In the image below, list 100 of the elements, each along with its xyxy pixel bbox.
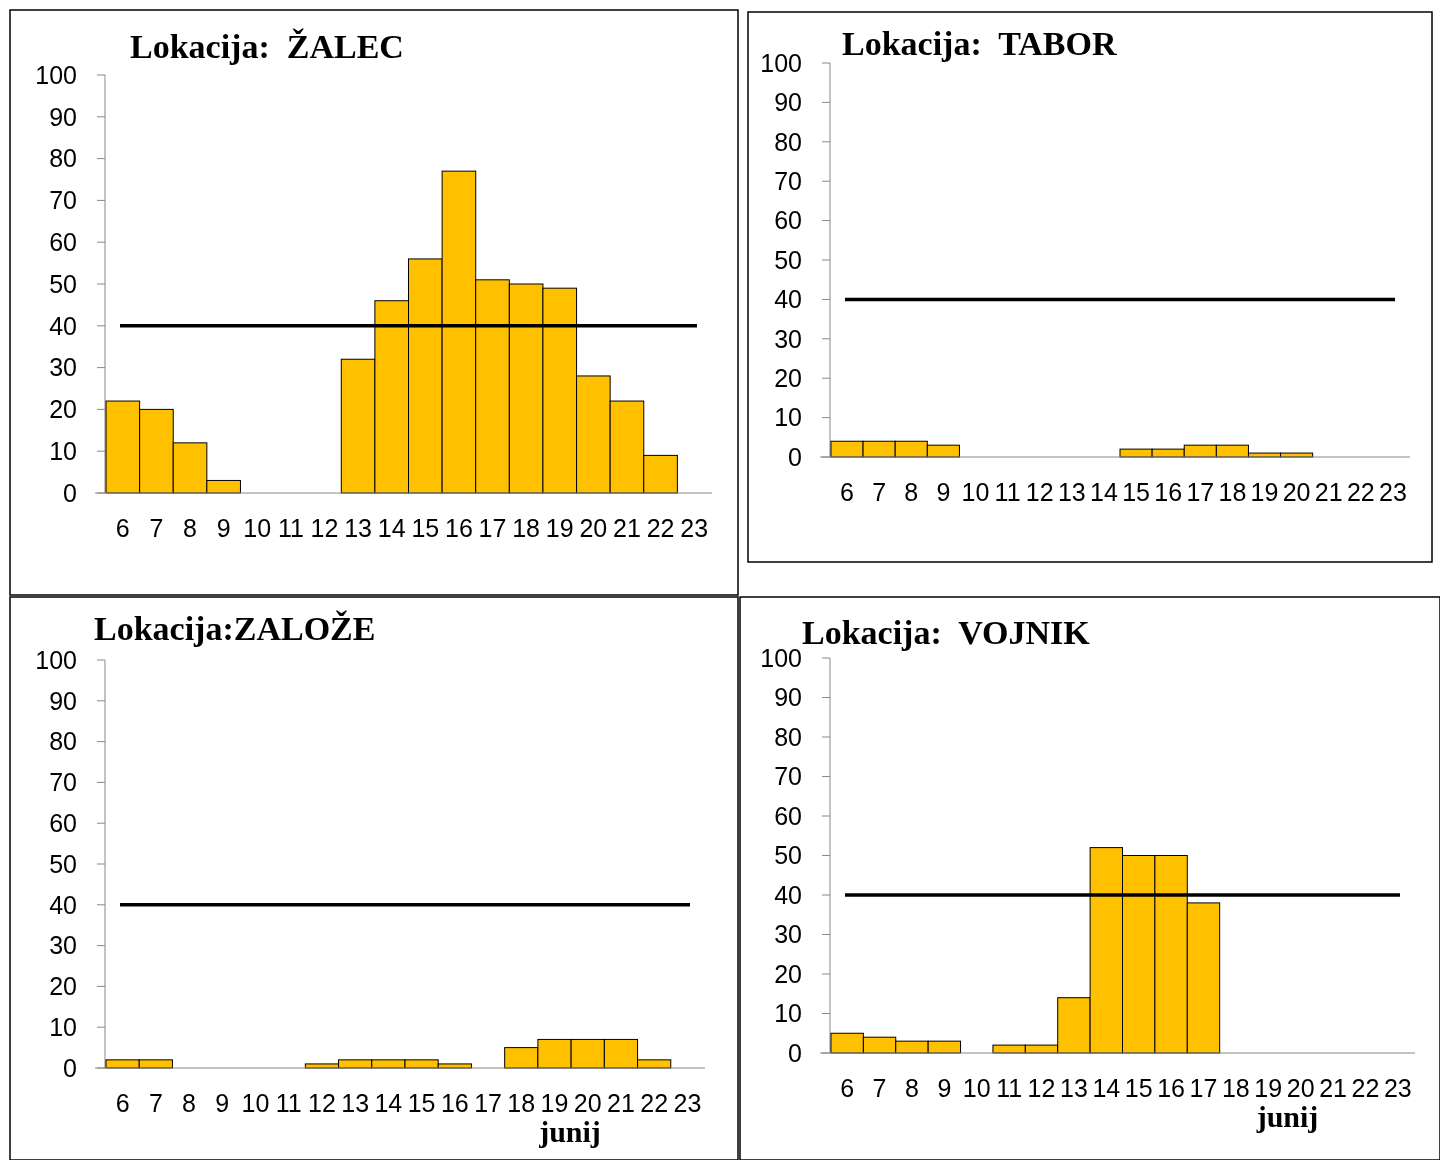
x-tick-label: 20	[579, 514, 608, 542]
y-tick-label: 20	[49, 972, 77, 1001]
y-tick-label: 50	[49, 269, 77, 298]
y-tick-label: 10	[49, 436, 77, 465]
x-tick-label: 15	[411, 514, 440, 542]
x-tick-label: 21	[613, 514, 641, 542]
y-tick-label: 100	[35, 645, 77, 674]
chart-title: Lokacija:ZALOŽE	[94, 610, 376, 647]
x-tick-label: 14	[1092, 1074, 1121, 1102]
x-tick-label: 15	[1124, 1074, 1153, 1102]
x-tick-label: 17	[1189, 1074, 1218, 1102]
x-tick-label: 18	[507, 1089, 536, 1117]
y-tick-label: 0	[788, 442, 802, 471]
x-tick-label: 18	[512, 514, 541, 542]
x-tick-label: 8	[905, 1074, 919, 1102]
x-tick-label: 6	[840, 478, 854, 506]
x-tick-label: 13	[344, 514, 372, 542]
y-tick-label: 0	[63, 1053, 77, 1082]
x-tick-label: 18	[1221, 1074, 1250, 1102]
x-tick-label: 20	[1286, 1074, 1315, 1102]
y-tick-label: 80	[774, 127, 802, 156]
x-tick-label: 20	[1282, 478, 1311, 506]
x-tick-label: 17	[478, 514, 507, 542]
y-tick-label: 60	[49, 227, 77, 256]
y-tick-label: 20	[49, 395, 77, 424]
y-tick-label: 20	[774, 363, 802, 392]
x-tick-label: 8	[182, 1089, 197, 1117]
y-tick-label: 40	[774, 880, 802, 909]
chart-title: Lokacija: VOJNIK	[802, 614, 1091, 651]
x-tick-label: 11	[277, 514, 304, 542]
x-tick-label: 22	[1351, 1074, 1380, 1102]
x-tick-label: 21	[607, 1089, 635, 1117]
y-tick-label: 30	[49, 931, 77, 960]
x-tick-label: 11	[996, 1074, 1023, 1102]
y-tick-label: 80	[49, 144, 77, 173]
x-tick-label: 22	[646, 514, 675, 542]
x-tick-label: 14	[377, 514, 406, 542]
x-tick-label: 15	[407, 1089, 436, 1117]
x-tick-label: 6	[115, 514, 130, 542]
x-tick-label: 19	[545, 514, 574, 542]
x-axis-title: junij	[1255, 1100, 1319, 1133]
x-tick-label: 17	[474, 1089, 502, 1117]
y-tick-label: 30	[49, 353, 77, 382]
y-tick-label: 60	[49, 808, 77, 837]
x-tick-label: 10	[243, 514, 272, 542]
x-tick-label: 15	[1122, 478, 1150, 506]
x-tick-label: 16	[1157, 1074, 1185, 1102]
x-tick-label: 14	[1090, 478, 1118, 506]
y-tick-label: 30	[774, 324, 802, 353]
y-tick-label: 10	[774, 403, 802, 432]
x-tick-label: 20	[573, 1089, 602, 1117]
x-tick-label: 12	[1027, 1074, 1056, 1102]
x-tick-label: 22	[640, 1089, 669, 1117]
x-tick-label: 9	[937, 1074, 952, 1102]
x-tick-label: 7	[148, 1089, 163, 1117]
x-tick-label: 16	[445, 514, 473, 542]
x-tick-label: 9	[936, 478, 951, 506]
y-tick-label: 40	[774, 285, 802, 314]
y-tick-label: 90	[49, 102, 77, 131]
y-tick-label: 30	[774, 920, 802, 949]
x-tick-label: 12	[310, 514, 339, 542]
x-tick-label: 21	[1314, 478, 1343, 506]
x-tick-label: 23	[673, 1089, 702, 1117]
x-tick-label: 8	[183, 514, 197, 542]
x-tick-label: 19	[1254, 1074, 1283, 1102]
y-tick-label: 90	[774, 683, 802, 712]
x-tick-label: 12	[308, 1089, 336, 1117]
y-tick-label: 100	[760, 48, 802, 77]
y-tick-label: 70	[774, 762, 802, 791]
y-tick-label: 50	[49, 849, 77, 878]
x-tick-label: 23	[1379, 478, 1407, 506]
y-tick-label: 70	[49, 768, 77, 797]
x-tick-label: 11	[275, 1089, 302, 1117]
y-tick-label: 70	[774, 166, 802, 195]
y-tick-label: 50	[774, 245, 802, 274]
x-tick-label: 18	[1218, 478, 1247, 506]
x-tick-label: 23	[1383, 1074, 1412, 1102]
chart-title: Lokacija: ŽALEC	[130, 28, 404, 65]
x-tick-label: 14	[374, 1089, 403, 1117]
x-tick-label: 12	[1025, 478, 1054, 506]
x-tick-label: 13	[341, 1089, 370, 1117]
y-tick-label: 10	[49, 1012, 77, 1041]
x-tick-label: 10	[962, 1074, 991, 1102]
x-tick-label: 16	[1154, 478, 1183, 506]
x-tick-label: 7	[872, 1074, 887, 1102]
y-tick-label: 20	[774, 959, 802, 988]
y-tick-label: 100	[35, 60, 77, 89]
x-tick-label: 19	[540, 1089, 569, 1117]
y-tick-label: 0	[788, 1038, 802, 1067]
x-tick-label: 23	[680, 514, 709, 542]
y-tick-label: 90	[774, 88, 802, 117]
y-tick-label: 60	[774, 801, 802, 830]
x-tick-label: 16	[440, 1089, 469, 1117]
y-tick-label: 10	[774, 999, 802, 1028]
x-tick-label: 13	[1060, 1074, 1088, 1102]
chart-title: Lokacija: TABOR	[842, 25, 1117, 62]
y-tick-label: 70	[49, 186, 77, 215]
y-tick-label: 100	[760, 643, 802, 672]
x-tick-label: 22	[1346, 478, 1375, 506]
y-tick-label: 80	[774, 722, 802, 751]
